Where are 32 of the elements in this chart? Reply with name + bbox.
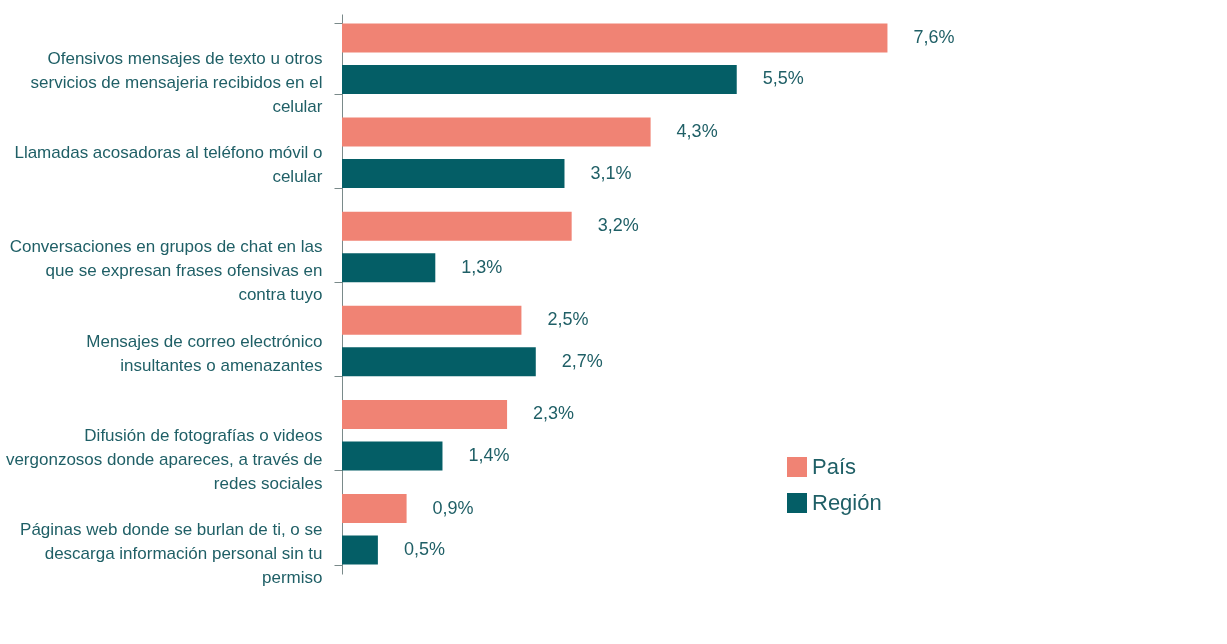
data-label: 2,3% — [533, 403, 575, 424]
data-label: 1,4% — [468, 444, 510, 465]
y-tick-label: Difusión de fotografías o videos vergonzosos donde apareces, a través de redes sociales — [5, 425, 323, 493]
bar — [342, 535, 378, 565]
bar — [342, 399, 508, 429]
data-label: 5,5% — [762, 68, 804, 89]
y-tick-label: Mensajes de correo electrónico insultantes o amenazantes — [86, 331, 323, 375]
data-label: 2,7% — [561, 350, 603, 371]
data-label: 0,9% — [432, 497, 474, 518]
data-label: 2,5% — [547, 309, 589, 330]
bar — [342, 347, 536, 377]
bar — [342, 159, 565, 189]
bar — [342, 64, 737, 94]
legend-label: Región — [812, 490, 882, 515]
data-label: 4,3% — [676, 121, 718, 142]
bar — [342, 23, 888, 53]
y-tick-label: Ofensivos mensajes de texto u otros servicios de mensajeria recibidos en el celular — [30, 49, 323, 117]
legend-label: País — [812, 454, 857, 479]
bar — [342, 441, 443, 471]
data-label: 3,2% — [597, 215, 639, 236]
data-label: 0,5% — [403, 539, 445, 560]
y-tick-label: Conversaciones en grupos de chat en las que se expresan frases ofensivas en contra tuyo — [9, 237, 323, 305]
data-label: 7,6% — [913, 26, 955, 47]
data-label: 1,3% — [461, 256, 503, 277]
y-tick-label: Páginas web donde se burlan de ti, o se descarga información personal sin tu permiso — [20, 519, 323, 587]
bar — [342, 253, 436, 283]
data-label: 3,1% — [590, 162, 632, 183]
bar — [342, 494, 407, 524]
bar — [342, 305, 522, 335]
bar — [342, 211, 572, 241]
y-tick-label: Llamadas acosadoras al teléfono móvil o celular — [14, 143, 323, 187]
bar — [342, 117, 651, 147]
